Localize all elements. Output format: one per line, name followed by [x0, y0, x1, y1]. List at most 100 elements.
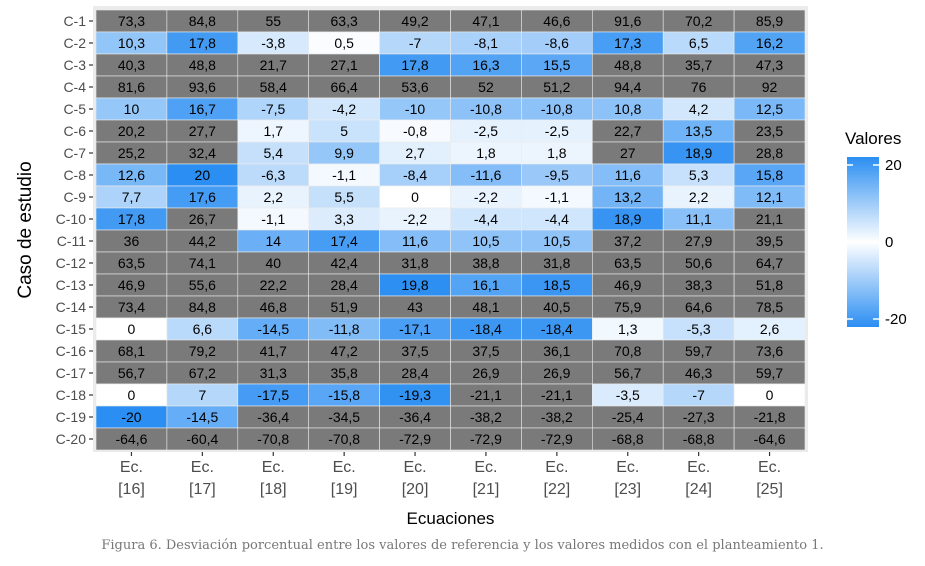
cell-value-label: 0	[766, 387, 774, 403]
cell-value-label: 16,1	[472, 277, 499, 293]
cell-value-label: 53,6	[401, 79, 428, 95]
cell-value-label: 64,6	[685, 299, 712, 315]
cell-value-label: 23,5	[756, 123, 783, 139]
cell-value-label: -10,8	[541, 101, 573, 117]
cell-value-label: 36,1	[543, 343, 570, 359]
legend-tick-label: 0	[885, 234, 893, 251]
cell-value-label: 40,5	[543, 299, 570, 315]
cell-value-label: 68,1	[118, 343, 145, 359]
cell-value-label: 22,2	[260, 277, 287, 293]
cell-value-label: -3,8	[261, 35, 285, 51]
cell-value-label: 37,2	[614, 233, 641, 249]
cell-value-label: 85,9	[756, 13, 783, 29]
cell-value-label: -20	[121, 409, 141, 425]
cell-value-label: 1,3	[618, 321, 638, 337]
y-tick-label: C-8	[63, 167, 86, 183]
cell-value-label: -60,4	[186, 431, 218, 447]
cell-value-label: -1,1	[261, 211, 285, 227]
cell-value-label: -68,8	[612, 431, 644, 447]
cell-value-label: 18,9	[614, 211, 641, 227]
cell-value-label: 28,4	[331, 277, 358, 293]
cell-value-label: 73,3	[118, 13, 145, 29]
cell-value-label: 0	[128, 387, 136, 403]
cell-value-label: -2,5	[545, 123, 569, 139]
x-tick-label: Ec. [22]	[544, 459, 571, 498]
cell-value-label: 17,6	[189, 189, 216, 205]
cell-value-label: -72,9	[470, 431, 502, 447]
cell-value-label: 75,9	[614, 299, 641, 315]
cell-value-label: 27,7	[189, 123, 216, 139]
cell-value-label: -11,8	[329, 321, 360, 337]
cell-value-label: 47,2	[331, 343, 358, 359]
cell-value-label: 51,9	[331, 299, 358, 315]
cell-value-label: 17,8	[118, 211, 145, 227]
cell-value-label: 46,9	[614, 277, 641, 293]
cell-value-label: -34,5	[328, 409, 360, 425]
y-tick-label: C-10	[56, 211, 87, 227]
cell-value-label: 7,7	[122, 189, 142, 205]
cell-value-label: 14	[265, 233, 281, 249]
cell-value-label: 38,8	[472, 255, 499, 271]
cell-value-label: -4,4	[545, 211, 569, 227]
cell-value-label: 55	[265, 13, 281, 29]
cell-value-label: 38,3	[685, 277, 712, 293]
cell-value-label: 39,5	[756, 233, 783, 249]
cell-value-label: 5	[340, 123, 348, 139]
cell-value-label: -27,3	[683, 409, 715, 425]
y-tick-label: C-1	[63, 13, 86, 29]
y-tick-label: C-6	[63, 123, 86, 139]
cell-value-label: 21,7	[260, 57, 287, 73]
cell-value-label: 2,2	[689, 189, 709, 205]
cell-value-label: -3,5	[616, 387, 640, 403]
legend-tick-label: 20	[885, 157, 902, 174]
cell-value-label: -2,2	[474, 189, 498, 205]
x-axis-title: Ecuaciones	[407, 509, 495, 528]
cell-value-label: 5,5	[334, 189, 354, 205]
cell-value-label: 43	[407, 299, 423, 315]
cell-value-label: 59,7	[756, 365, 783, 381]
cell-value-label: 31,8	[401, 255, 428, 271]
cell-value-label: 37,5	[472, 343, 499, 359]
cell-value-label: 16,7	[189, 101, 216, 117]
cell-value-label: 46,6	[543, 13, 570, 29]
cell-value-label: 10,5	[472, 233, 499, 249]
y-tick-label: C-14	[56, 299, 87, 315]
cell-value-label: 10	[124, 101, 140, 117]
cell-value-label: -25,4	[612, 409, 644, 425]
figure-caption: Figura 6. Desviación porcentual entre lo…	[101, 538, 824, 553]
cell-value-label: 37,5	[401, 343, 428, 359]
cell-value-label: 58,4	[260, 79, 287, 95]
cell-value-label: 17,4	[331, 233, 358, 249]
cell-value-label: 35,8	[331, 365, 358, 381]
cell-value-label: 17,8	[189, 35, 216, 51]
cell-value-label: 25,2	[118, 145, 145, 161]
cell-value-label: 84,8	[189, 13, 216, 29]
y-tick-label: C-13	[56, 277, 87, 293]
cell-value-label: -8,4	[403, 167, 427, 183]
cell-value-label: 1,8	[547, 145, 567, 161]
cell-value-label: -64,6	[115, 431, 147, 447]
y-tick-label: C-7	[63, 145, 86, 161]
cell-value-label: -72,9	[541, 431, 573, 447]
cell-value-label: -8,6	[545, 35, 569, 51]
cell-value-label: 10,3	[118, 35, 145, 51]
cell-value-label: 31,8	[543, 255, 570, 271]
cell-value-label: 12,1	[756, 189, 783, 205]
y-tick-label: C-12	[56, 255, 87, 271]
cell-value-label: 0,5	[334, 35, 354, 51]
cell-value-label: -17,5	[257, 387, 289, 403]
cell-value-label: 12,5	[756, 101, 783, 117]
cell-value-label: -6,3	[261, 167, 285, 183]
cell-value-label: 84,8	[189, 299, 216, 315]
x-tick-label: Ec. [23]	[614, 459, 641, 498]
cell-value-label: 81,6	[118, 79, 145, 95]
cell-value-label: -70,8	[257, 431, 289, 447]
cell-value-label: 59,7	[685, 343, 712, 359]
cell-value-label: 56,7	[614, 365, 641, 381]
x-tick-label: Ec. [19]	[331, 459, 358, 498]
cell-value-label: 6,5	[689, 35, 709, 51]
cell-value-label: 2,2	[264, 189, 284, 205]
cell-value-label: -7,5	[261, 101, 285, 117]
cell-value-label: 70,8	[614, 343, 641, 359]
y-axis-title: Caso de estudio	[15, 161, 36, 298]
